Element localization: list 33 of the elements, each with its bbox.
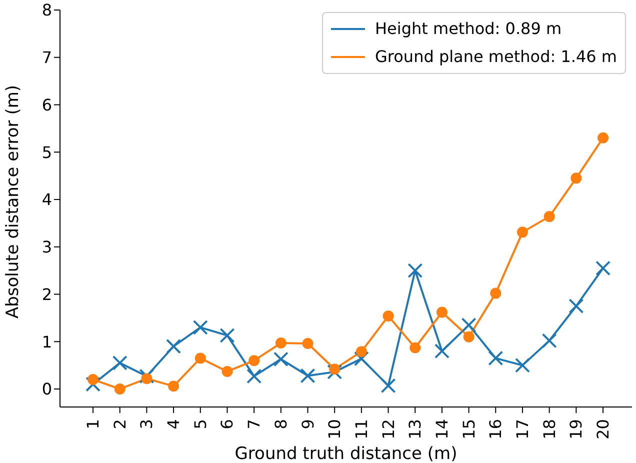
x-tick-label: 18 <box>540 419 559 440</box>
x-tick-label: 17 <box>512 419 532 440</box>
y-axis-title: Absolute distance error (m) <box>3 84 24 318</box>
y-tick-label: 3 <box>42 238 52 257</box>
x-tick-label: 16 <box>486 419 506 440</box>
y-tick-label: 1 <box>42 332 52 352</box>
x-tick-label: 19 <box>566 419 586 440</box>
x-tick-label: 8 <box>271 419 290 430</box>
x-tick-label: 13 <box>406 419 425 440</box>
y-tick-label: 6 <box>42 95 52 114</box>
x-tick-label: 5 <box>190 419 210 430</box>
x-tick-label: 3 <box>137 419 156 430</box>
x-tick-label: 6 <box>218 419 237 430</box>
x-tick-label: 10 <box>325 419 344 440</box>
x-tick-label: 1 <box>84 419 103 430</box>
y-tick-label: 8 <box>42 0 52 20</box>
y-tick-label: 2 <box>42 284 52 304</box>
x-tick-label: 2 <box>110 419 130 430</box>
x-tick-label: 11 <box>352 419 371 440</box>
x-tick-label: 20 <box>594 419 613 440</box>
x-tick-label: 7 <box>244 419 264 430</box>
x-tick-label: 4 <box>164 419 184 430</box>
y-tick-label: 4 <box>42 190 52 210</box>
y-tick-label: 7 <box>42 48 52 68</box>
x-tick-label: 12 <box>378 419 398 440</box>
x-axis-title: Ground truth distance (m) <box>234 444 458 463</box>
legend-label: Height method: 0.89 m <box>374 18 563 40</box>
x-tick-label: 15 <box>459 419 478 440</box>
x-tick-label: 9 <box>298 419 318 430</box>
y-tick-label: 5 <box>42 142 52 162</box>
y-tick-label: 0 <box>42 380 52 399</box>
x-tick-label: 14 <box>432 419 452 440</box>
legend-label: Ground plane method: 1.46 m <box>374 46 617 68</box>
